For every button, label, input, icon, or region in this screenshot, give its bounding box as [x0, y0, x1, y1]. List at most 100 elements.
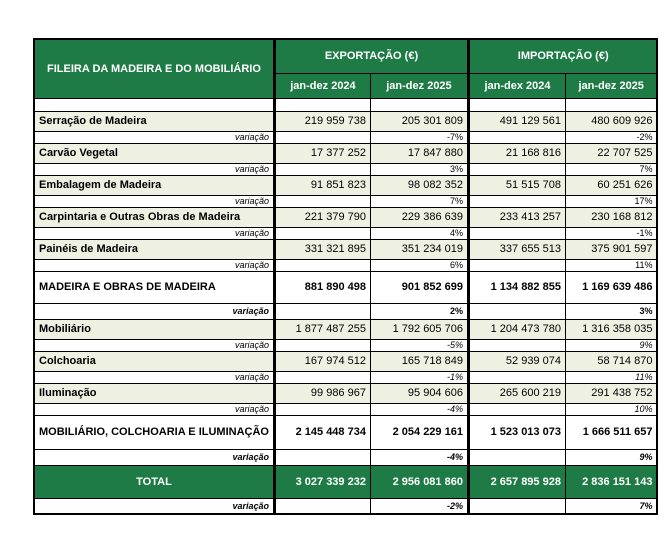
cell-value: 2 054 229 161: [369, 414, 469, 450]
cell-value: 881 890 498: [272, 270, 371, 304]
cell-value: 291 438 752: [564, 382, 658, 404]
variation-label: variação: [33, 258, 275, 272]
data-row: Embalagem de Madeira 91 851 823 98 082 352…: [33, 174, 658, 196]
variation-row: variação -4% 9%: [33, 448, 658, 466]
variation-row: variação 3% 7%: [33, 162, 658, 176]
empty-cell: [272, 162, 371, 176]
variation-value: 9%: [564, 448, 658, 466]
variation-value: -7%: [369, 130, 469, 144]
variation-value: 17%: [564, 194, 658, 208]
variation-value: -4%: [369, 448, 469, 466]
cell-value: 1 169 639 486: [564, 270, 658, 304]
variation-row: variação -1% 11%: [33, 370, 658, 384]
variation-value: 7%: [369, 194, 469, 208]
empty-cell: [272, 370, 371, 384]
variation-label: variação: [33, 302, 275, 320]
variation-row: variação 4% -1%: [33, 226, 658, 240]
variation-value: -4%: [369, 402, 469, 416]
variation-row: variação -2% 7%: [33, 497, 658, 515]
empty-cell: [272, 258, 371, 272]
variation-value: 7%: [564, 497, 658, 515]
cell-value: 167 974 512: [272, 350, 371, 372]
data-row: MADEIRA E OBRAS DE MADEIRA 881 890 498 901…: [33, 270, 658, 304]
cell-value: 91 851 823: [272, 174, 371, 196]
cell-value: 219 959 738: [272, 110, 371, 132]
variation-row: variação -5% 9%: [33, 338, 658, 352]
variation-value: 4%: [369, 226, 469, 240]
variation-value: -2%: [369, 497, 469, 515]
empty-cell: [466, 497, 566, 515]
empty-cell: [272, 194, 371, 208]
empty-cell: [466, 370, 566, 384]
variation-value: 7%: [564, 162, 658, 176]
row-label: Painéis de Madeira: [33, 238, 275, 260]
variation-label: variação: [33, 338, 275, 352]
row-label: MOBILIÁRIO, COLCHOARIA E ILUMINAÇÃO: [33, 414, 275, 450]
export-header: EXPORTAÇÃO (€): [272, 38, 469, 74]
header-title: FILEIRA DA MADEIRA E DO MOBILIÁRIO: [33, 38, 275, 99]
variation-value: 10%: [564, 402, 658, 416]
cell-value: 491 129 561: [466, 110, 566, 132]
empty-cell: [466, 226, 566, 240]
cell-value: 95 904 606: [369, 382, 469, 404]
cell-value: 2 657 895 928: [466, 464, 566, 499]
period: jan-dez 2025: [564, 72, 658, 99]
empty-cell: [466, 302, 566, 320]
cell-value: 1 666 511 657: [564, 414, 658, 450]
empty-cell: [272, 497, 371, 515]
header-row: FILEIRA DA MADEIRA E DO MOBILIÁRIO EXPOR…: [33, 38, 658, 99]
cell-value: 230 168 812: [564, 206, 658, 228]
variation-value: -1%: [369, 370, 469, 384]
data-row: Colchoaria 167 974 512 165 718 849 52 939 0…: [33, 350, 658, 372]
data-row: Carvão Vegetal 17 377 252 17 847 880 21 168…: [33, 142, 658, 164]
variation-row: variação 6% 11%: [33, 258, 658, 272]
data-row: Mobiliário 1 877 487 255 1 792 605 706 1 20…: [33, 318, 658, 340]
cell-value: 480 609 926: [564, 110, 658, 132]
empty-cell: [466, 258, 566, 272]
variation-label: variação: [33, 226, 275, 240]
data-row: Serração de Madeira 219 959 738 205 301 80…: [33, 110, 658, 132]
empty-cell: [466, 448, 566, 466]
cell-value: 52 939 074: [466, 350, 566, 372]
variation-row: variação 2% 3%: [33, 302, 658, 320]
cell-value: 1 316 358 035: [564, 318, 658, 340]
period: jan-dez 2024: [272, 72, 371, 99]
row-label: Embalagem de Madeira: [33, 174, 275, 196]
variation-value: -2%: [564, 130, 658, 144]
row-label: Colchoaria: [33, 350, 275, 372]
period: jan-dez 2025: [369, 72, 469, 99]
empty-cell: [466, 162, 566, 176]
variation-value: 2%: [369, 302, 469, 320]
cell-value: 233 413 257: [466, 206, 566, 228]
cell-value: 3 027 339 232: [272, 464, 371, 499]
cell-value: 2 145 448 734: [272, 414, 371, 450]
cell-value: 1 792 605 706: [369, 318, 469, 340]
data-row: Painéis de Madeira 331 321 895 351 234 019…: [33, 238, 658, 260]
empty-cell: [272, 402, 371, 416]
cell-value: 98 082 352: [369, 174, 469, 196]
empty-cell: [272, 226, 371, 240]
blank-row: [33, 97, 658, 112]
import-header: IMPORTAÇÃO (€): [466, 38, 658, 74]
empty-cell: [272, 338, 371, 352]
row-label: Serração de Madeira: [33, 110, 275, 132]
variation-label: variação: [33, 370, 275, 384]
row-label: Iluminação: [33, 382, 275, 404]
row-label: MADEIRA E OBRAS DE MADEIRA: [33, 270, 275, 304]
variation-value: -1%: [564, 226, 658, 240]
empty-cell: [272, 448, 371, 466]
cell-value: 265 600 219: [466, 382, 566, 404]
variation-row: variação 7% 17%: [33, 194, 658, 208]
empty-cell: [466, 402, 566, 416]
cell-value: 21 168 816: [466, 142, 566, 164]
cell-value: 22 707 525: [564, 142, 658, 164]
data-row: Iluminação 99 986 967 95 904 606 265 600 21…: [33, 382, 658, 404]
period-row: jan-dez 2024 jan-dez 2025 jan-dex 2024 j…: [34, 72, 658, 99]
cell-value: 99 986 967: [272, 382, 371, 404]
variation-value: 11%: [564, 370, 658, 384]
cell-value: 337 655 513: [466, 238, 566, 260]
empty-cell: [466, 194, 566, 208]
cell-value: 229 386 639: [369, 206, 469, 228]
cell-value: 331 321 895: [272, 238, 371, 260]
